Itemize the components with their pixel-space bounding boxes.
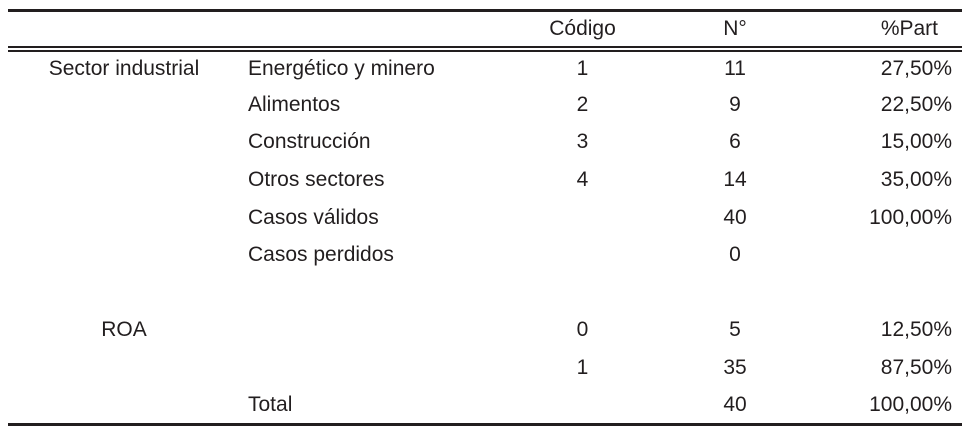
table-row-total: Total 40 100,00%: [8, 387, 962, 425]
header-cell-group: [8, 11, 240, 49]
frequency-table: Código N° %Part Sector industrial Energé…: [8, 9, 962, 426]
cell-n: 40: [723, 205, 747, 229]
header-row: Código N° %Part: [8, 10, 962, 49]
cell-label: Energético y minero: [248, 56, 435, 80]
cell-group: [8, 349, 240, 387]
table-row: 1 35 87,50%: [8, 349, 962, 387]
cell-group: Sector industrial: [48, 56, 200, 80]
cell-label: [240, 312, 495, 350]
cell-label: Otros sectores: [248, 168, 385, 192]
cell-codigo: 4: [576, 168, 589, 192]
cell-n: 40: [723, 392, 747, 416]
cell-part: 100,00%: [869, 205, 952, 229]
cell-part: 100,00%: [869, 392, 952, 416]
cell-part: [800, 274, 962, 312]
table-body: Sector industrial Energético y minero 1 …: [8, 49, 962, 425]
cell-label: [240, 349, 495, 387]
cell-codigo: 1: [576, 356, 589, 380]
cell-n: 35: [723, 356, 747, 380]
cell-n: 11: [724, 56, 746, 80]
cell-label: Construcción: [248, 130, 371, 154]
cell-n: 0: [729, 243, 741, 267]
cell-n: 14: [723, 168, 747, 192]
cell-codigo: [495, 274, 670, 312]
cell-codigo: [495, 387, 670, 425]
table-row: Casos perdidos 0: [8, 236, 962, 274]
cell-part: 35,00%: [880, 168, 952, 192]
table-row: Alimentos 2 9 22,50%: [8, 86, 962, 124]
header-cell-part: %Part: [880, 16, 938, 40]
header-cell-n: N°: [723, 16, 747, 40]
table-row: Casos válidos 40 100,00%: [8, 199, 962, 237]
table-header: Código N° %Part: [8, 10, 962, 49]
cell-codigo: 0: [576, 318, 589, 342]
table-row: Otros sectores 4 14 35,00%: [8, 161, 962, 199]
cell-codigo: 3: [576, 130, 589, 154]
cell-codigo: 2: [576, 92, 589, 116]
cell-codigo: 1: [576, 56, 589, 80]
header-cell-label: [240, 11, 495, 49]
cell-label: Alimentos: [248, 92, 341, 116]
cell-group: [8, 387, 240, 425]
table-row: Sector industrial Energético y minero 1 …: [8, 49, 962, 87]
cell-label: Casos perdidos: [248, 243, 394, 267]
cell-part: [800, 236, 962, 274]
cell-label: Casos válidos: [248, 205, 379, 229]
cell-group: [8, 86, 240, 124]
cell-group: [8, 161, 240, 199]
cell-part: 12,50%: [880, 318, 952, 342]
cell-label: Total: [248, 392, 293, 416]
cell-n: 6: [729, 130, 741, 154]
table-row-spacer: [8, 274, 962, 312]
cell-label: [240, 274, 495, 312]
cell-group: [8, 236, 240, 274]
header-cell-codigo: Código: [549, 16, 616, 40]
cell-codigo: [495, 199, 670, 237]
table-row: Construcción 3 6 15,00%: [8, 124, 962, 162]
cell-group: [8, 124, 240, 162]
cell-group: [8, 199, 240, 237]
cell-part: 27,50%: [880, 56, 952, 80]
cell-group: ROA: [101, 318, 147, 342]
cell-n: 9: [729, 92, 741, 116]
cell-n: 5: [729, 318, 741, 342]
cell-codigo: [495, 236, 670, 274]
cell-part: 22,50%: [880, 92, 952, 116]
cell-n: [670, 274, 800, 312]
table-row: ROA 0 5 12,50%: [8, 312, 962, 350]
cell-group: [8, 274, 240, 312]
cell-part: 87,50%: [880, 356, 952, 380]
cell-part: 15,00%: [880, 130, 952, 154]
